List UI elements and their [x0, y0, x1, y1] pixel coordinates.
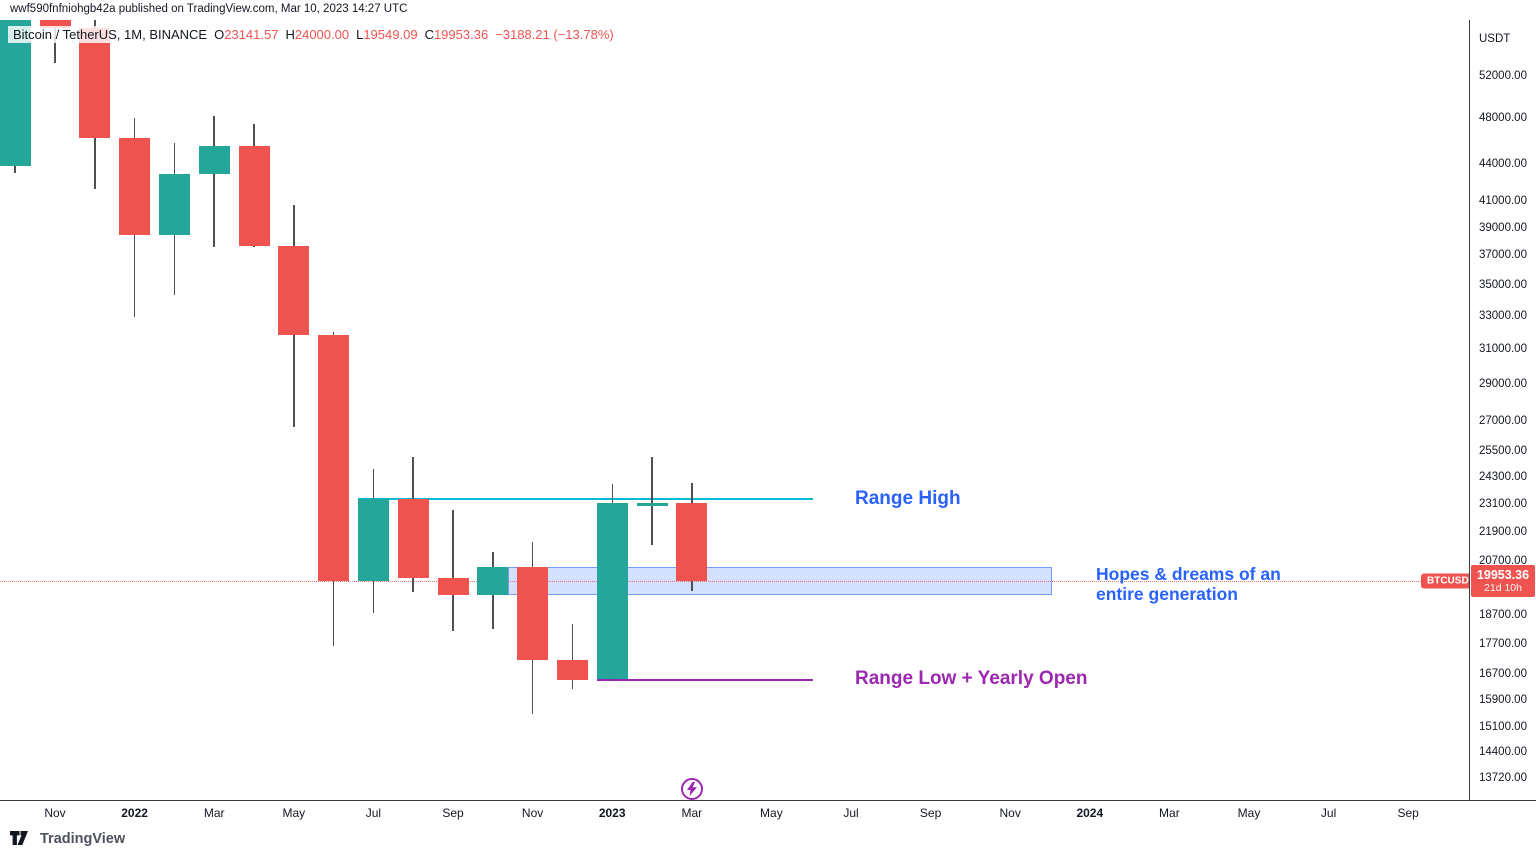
time-tick-label: May	[282, 806, 306, 820]
price-tick-label: 29000.00	[1479, 377, 1527, 390]
candles-layer	[0, 20, 1469, 800]
price-tick-label: 17700.00	[1479, 637, 1527, 650]
time-tick-label: Sep	[442, 806, 464, 820]
price-tick-label: 23100.00	[1479, 497, 1527, 510]
time-tick-label: Sep	[919, 806, 942, 820]
price-tick-label: 33000.00	[1479, 309, 1527, 322]
price-tick-label: 18700.00	[1479, 608, 1527, 621]
range-low-line[interactable]	[597, 678, 813, 681]
candle-wick	[452, 510, 454, 632]
current-price-tag: 19953.36 21d 10h	[1471, 564, 1535, 597]
candle-2022-12[interactable]	[556, 660, 588, 680]
candle-2022-01[interactable]	[119, 138, 151, 235]
time-tick-label: Mar	[1159, 806, 1180, 820]
price-tick-label: 35000.00	[1479, 278, 1527, 291]
candle-2022-09[interactable]	[437, 578, 469, 595]
price-tick-label: 27000.00	[1479, 415, 1527, 428]
legend-open: O 23141.57	[214, 27, 279, 42]
current-price-value: 19953.36	[1476, 567, 1530, 582]
price-tick-label: 14400.00	[1479, 746, 1527, 759]
candle-2022-07[interactable]	[357, 499, 389, 581]
price-tick-label: 13720.00	[1479, 771, 1527, 784]
price-tick-label: 16700.00	[1479, 668, 1527, 681]
legend-high: H 24000.00	[285, 27, 350, 42]
time-tick-label: Mar	[681, 806, 703, 820]
idea-publish-marker[interactable]	[680, 778, 703, 800]
price-tick-label: 25500.00	[1479, 445, 1527, 458]
candle-wick	[651, 456, 653, 545]
legend-low: L 19549.09	[356, 27, 418, 42]
tradingview-logo[interactable]: TradingView	[10, 830, 125, 847]
candle-wick	[571, 623, 574, 689]
candle-2022-11[interactable]	[517, 566, 549, 660]
tradingview-logo-text: TradingView	[40, 830, 126, 847]
legend-close: C 19953.36	[424, 27, 489, 42]
time-tick-label: 2023	[598, 806, 626, 820]
price-tick-label: 15900.00	[1479, 694, 1527, 707]
candle-2023-03[interactable]	[676, 502, 708, 581]
chart-plot-area[interactable]: Range High Hopes & dreams of an entire g…	[0, 20, 1469, 800]
legend-symbol-title: Bitcoin / TetherUS, 1M, BINANCE	[13, 27, 208, 42]
tradingview-logo-icon	[10, 831, 28, 845]
time-axis[interactable]: Nov 2022 Mar May Jul Sep Nov 2023 Mar May Jul Sep No…	[0, 800, 1536, 825]
time-tick-label: Mar	[203, 806, 225, 820]
lightning-icon	[686, 782, 697, 796]
time-tick-label: 2022	[121, 806, 148, 820]
attribution-text: wwf590fnfniohgb42a published on TradingV…	[10, 3, 408, 15]
range-high-line[interactable]	[358, 498, 813, 501]
candle-2023-01[interactable]	[596, 502, 628, 680]
price-tick-label: 37000.00	[1479, 249, 1527, 262]
time-tick-label: Nov	[521, 806, 544, 820]
time-tick-label: Nov	[999, 806, 1021, 820]
candle-2022-08[interactable]	[397, 499, 429, 579]
price-tick-label: 44000.00	[1479, 158, 1527, 170]
price-tick-label: 48000.00	[1479, 112, 1527, 125]
price-axis[interactable]: USDT 19953.36 21d 10h 52000.00 48000.00 44…	[1469, 20, 1536, 800]
price-tick-label: 41000.00	[1479, 195, 1527, 208]
candle-2023-02[interactable]	[636, 502, 668, 506]
price-tick-label: 21900.00	[1479, 525, 1527, 538]
candle-2021-11[interactable]	[39, 20, 71, 29]
legend-change: −3188.21 (−13.78%)	[495, 27, 614, 42]
time-tick-label: 2024	[1076, 806, 1104, 820]
candle-2021-12[interactable]	[79, 28, 111, 139]
candle-2022-02[interactable]	[158, 174, 190, 235]
candle-wick	[213, 115, 215, 248]
bar-countdown: 21d 10h	[1484, 581, 1522, 594]
symbol-legend[interactable]: Bitcoin / TetherUS, 1M, BINANCE O 23141.5…	[8, 26, 619, 43]
price-tick-label: 24300.00	[1479, 470, 1527, 483]
candle-2022-03[interactable]	[198, 146, 230, 175]
candle-2022-04[interactable]	[238, 146, 270, 247]
time-tick-label: Jul	[843, 806, 859, 820]
price-tick-label: 31000.00	[1479, 342, 1527, 355]
time-tick-label: May	[760, 806, 783, 820]
time-tick-label: Jul	[1320, 806, 1337, 820]
time-tick-label: Sep	[1397, 806, 1419, 820]
current-price-line	[0, 580, 1469, 582]
price-tick-label: 15100.00	[1479, 721, 1527, 734]
candle-2022-10[interactable]	[477, 566, 509, 595]
time-tick-label: Jul	[365, 806, 382, 820]
price-axis-unit-label: USDT	[1479, 33, 1511, 45]
price-tick-label: 39000.00	[1479, 221, 1527, 234]
candle-2021-10[interactable]	[0, 20, 31, 167]
attribution-bar: wwf590fnfniohgb42a published on TradingV…	[0, 0, 1536, 20]
price-tick-label: 20700.00	[1479, 555, 1527, 568]
time-tick-label: Nov	[44, 806, 66, 820]
candle-2022-06[interactable]	[318, 335, 350, 581]
time-tick-label: May	[1237, 806, 1261, 820]
symbol-price-tag: BTCUSDT	[1421, 573, 1469, 589]
price-tick-label: 52000.00	[1479, 70, 1527, 82]
candle-2022-05[interactable]	[278, 246, 310, 336]
